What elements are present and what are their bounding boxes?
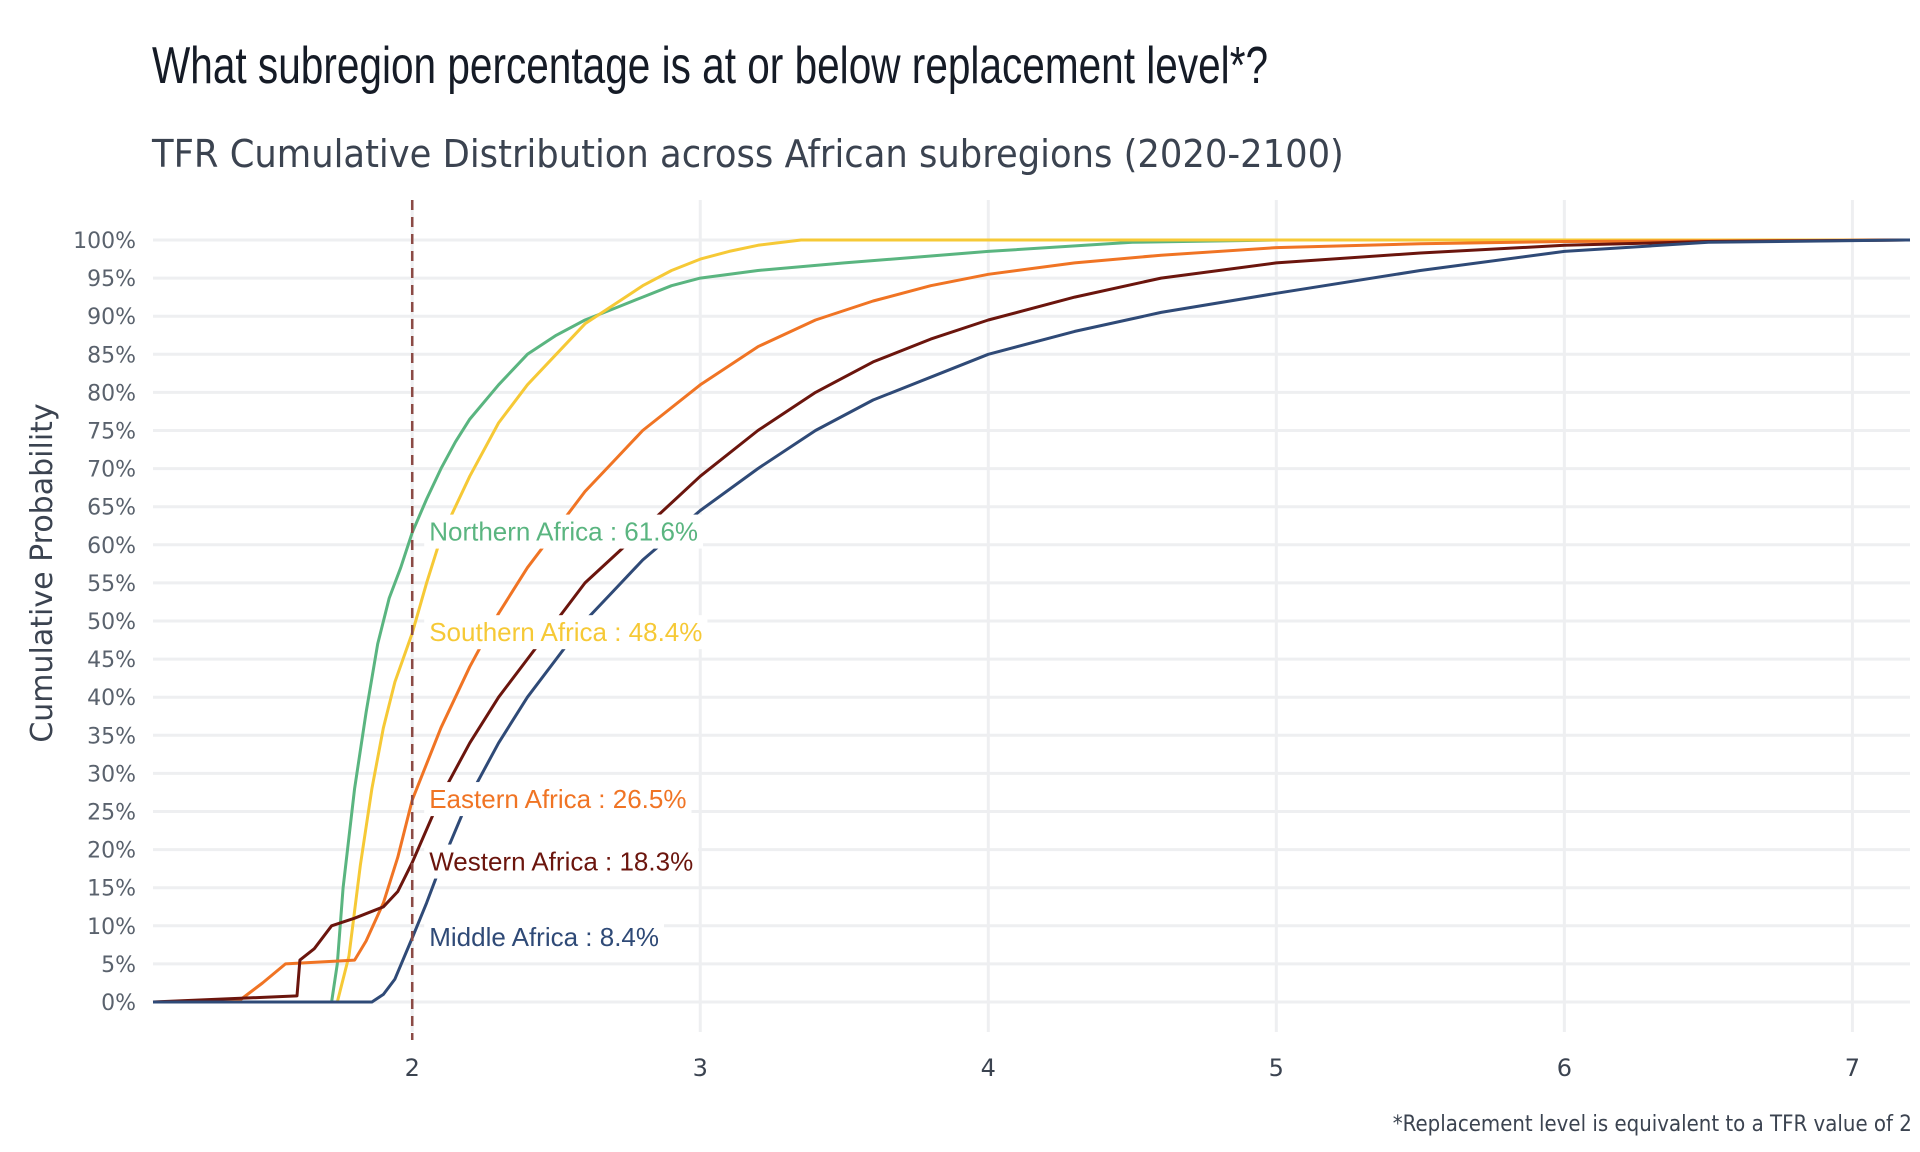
- x-tick-label: 6: [1557, 1054, 1572, 1082]
- annotation-background: [424, 919, 665, 954]
- annotation-middle-africa: Middle Africa : 8.4%: [424, 919, 665, 954]
- y-tick-label: 0%: [101, 991, 136, 1016]
- y-tick-label: 65%: [87, 496, 136, 521]
- y-tick-label: 100%: [73, 229, 136, 254]
- annotation-background: [424, 782, 692, 817]
- annotation-northern-africa: Northern Africa : 61.6%: [424, 514, 704, 549]
- y-tick-label: 40%: [87, 686, 136, 711]
- series-lines: [152, 238, 1911, 1004]
- y-tick-label: 80%: [87, 381, 136, 406]
- y-tick-label: 35%: [87, 724, 136, 749]
- series-annotations: Northern Africa : 61.6% Southern Africa :…: [424, 514, 708, 954]
- y-tick-label: 70%: [87, 458, 136, 483]
- y-tick-label: 50%: [87, 610, 136, 635]
- series-line-eastern-africa: [152, 238, 1911, 1004]
- y-tick-label: 60%: [87, 534, 136, 559]
- y-tick-label: 5%: [101, 953, 136, 978]
- annotation-western-africa: Western Africa : 18.3%: [424, 844, 699, 879]
- y-tick-label: 45%: [87, 648, 136, 673]
- annotation-eastern-africa: Eastern Africa : 26.5%: [424, 782, 692, 817]
- y-tick-label: 90%: [87, 305, 136, 330]
- series-line-middle-africa: [153, 238, 1911, 1004]
- series-line-western-africa: [152, 238, 1911, 1004]
- annotation-label: Southern Africa : 48.4%: [429, 617, 702, 647]
- x-tick-label: 5: [1269, 1054, 1284, 1082]
- annotation-label: Northern Africa : 61.6%: [429, 517, 698, 547]
- y-tick-label: 10%: [87, 915, 136, 940]
- annotation-southern-africa: Southern Africa : 48.4%: [424, 615, 708, 650]
- y-axis-ticks: 0% 5% 10% 15% 20% 25% 30% 35% 40% 45% 50% 55% 60% 65%…: [73, 229, 136, 1016]
- chart-subtitle: TFR Cumulative Distribution across Afric…: [152, 132, 1344, 176]
- y-tick-label: 30%: [87, 762, 136, 787]
- caption-note: *Replacement level is equivalent to a TF…: [1392, 1112, 1912, 1137]
- annotation-label: Eastern Africa : 26.5%: [429, 784, 686, 814]
- annotation-background: [424, 844, 699, 879]
- annotation-label: Western Africa : 18.3%: [429, 847, 693, 877]
- y-tick-label: 55%: [87, 572, 136, 597]
- y-tick-label: 95%: [87, 267, 136, 292]
- y-axis-label: Cumulative Probability: [25, 403, 60, 742]
- x-tick-label: 3: [693, 1054, 708, 1082]
- x-tick-label: 2: [405, 1054, 420, 1082]
- chart-title: What subregion percentage is at or below…: [152, 37, 1269, 95]
- series-line-southern-africa: [153, 238, 1910, 1004]
- y-tick-label: 20%: [87, 839, 136, 864]
- annotation-label: Middle Africa : 8.4%: [429, 922, 659, 952]
- x-tick-label: 7: [1845, 1054, 1860, 1082]
- x-tick-label: 4: [981, 1054, 996, 1082]
- series-line-northern-africa: [153, 238, 1910, 1004]
- x-axis-ticks: 2 3 4 5 6 7: [405, 1054, 1860, 1082]
- y-tick-label: 25%: [87, 801, 136, 826]
- y-tick-label: 85%: [87, 343, 136, 368]
- y-tick-label: 75%: [87, 420, 136, 445]
- annotation-background: [424, 615, 708, 650]
- annotation-background: [424, 514, 704, 549]
- y-tick-label: 15%: [87, 877, 136, 902]
